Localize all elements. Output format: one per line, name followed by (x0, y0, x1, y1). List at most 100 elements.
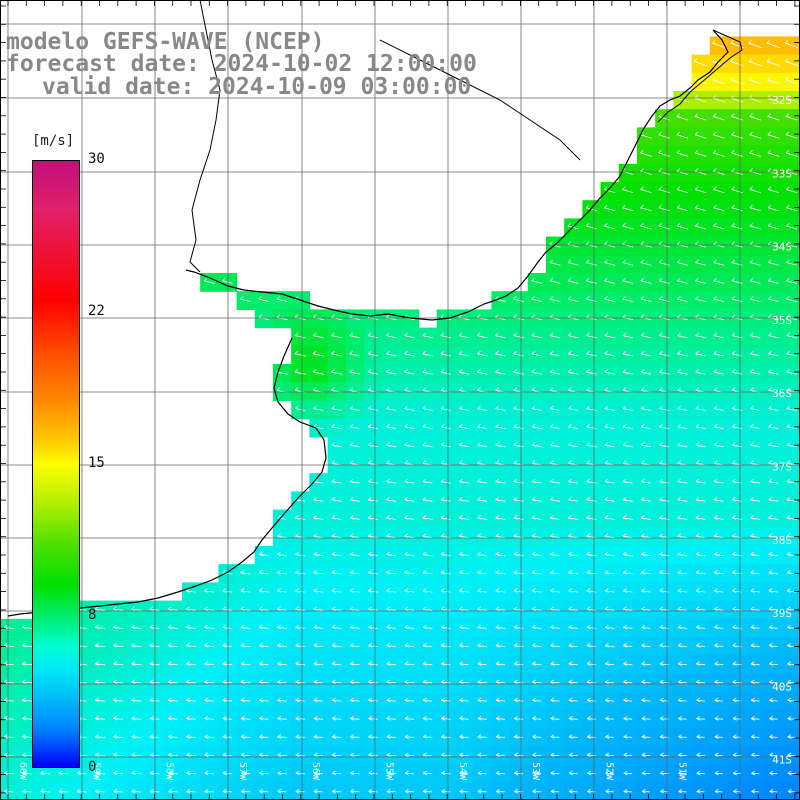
wind-arrow (730, 76, 744, 85)
field-cell (18, 782, 37, 800)
field-cell (782, 109, 800, 128)
wind-arrow (767, 131, 780, 139)
wind-arrow (713, 204, 725, 212)
wind-arrow (766, 40, 781, 49)
lon-label-55w: 55W (384, 762, 395, 781)
field-cell (782, 127, 800, 147)
field-cell (764, 782, 784, 800)
lon-label-56w: 56W (310, 762, 321, 781)
field-cell (564, 782, 583, 800)
wind-arrow (748, 58, 762, 67)
field-cell (345, 782, 365, 800)
wind-arrow (748, 40, 762, 49)
lat-label-40s: 40S (772, 680, 792, 693)
lat-label-39s: 39S (772, 607, 792, 620)
field-cell (746, 782, 765, 800)
lon-label-51w: 51W (677, 762, 688, 781)
wind-arrow (640, 186, 652, 194)
wind-arrow (767, 76, 780, 85)
wind-vectors (3, 40, 799, 794)
wind-arrow (784, 40, 799, 49)
wind-arrow (676, 131, 689, 139)
wind-arrow (749, 113, 762, 121)
field-cell (782, 72, 800, 92)
wind-arrow (749, 204, 761, 212)
wind-arrow (785, 113, 798, 121)
field-cell (200, 782, 219, 800)
field-cell (782, 91, 800, 110)
wind-arrow (731, 113, 743, 121)
colorbar (32, 160, 80, 768)
wind-arrow (767, 186, 780, 194)
field-cell (364, 782, 383, 800)
field-cell (782, 54, 800, 74)
field-cell (527, 782, 547, 800)
lat-label-36s: 36S (772, 387, 792, 400)
field-cell (0, 782, 19, 800)
wind-arrow (658, 131, 671, 139)
wind-arrow (676, 186, 689, 194)
wind-arrow (640, 149, 652, 157)
wind-speed-field (0, 36, 800, 800)
lon-label-54w: 54W (457, 762, 468, 781)
wind-arrow (713, 131, 725, 139)
lat-label-38s: 38S (772, 534, 792, 547)
wind-arrow (730, 58, 744, 67)
lat-label-37s: 37S (772, 461, 792, 474)
field-cell (127, 782, 147, 800)
lon-label-53w: 53W (530, 762, 541, 781)
wind-arrow (676, 204, 689, 212)
wind-arrow (640, 204, 652, 212)
wind-arrow (640, 223, 652, 230)
wind-arrow (712, 40, 726, 49)
lat-label-34s: 34S (772, 241, 792, 254)
wind-arrow (731, 149, 743, 157)
field-cell (600, 782, 620, 800)
wind-arrow (749, 149, 762, 157)
wind-arrow (766, 58, 780, 67)
field-cell (509, 782, 529, 800)
colorbar-unit: [m/s] (32, 133, 75, 149)
field-cell (291, 782, 310, 800)
colorbar-tick-22: 22 (88, 303, 105, 319)
forecast-date: forecast date: 2024-10-02 12:00:00 (6, 51, 477, 77)
wind-arrow (622, 223, 634, 230)
wind-arrow (676, 113, 689, 121)
field-cell (91, 782, 110, 800)
wind-arrow (694, 186, 707, 194)
field-cell (418, 782, 438, 800)
wind-arrow (767, 204, 780, 212)
field-cell (782, 36, 800, 56)
wind-arrow (713, 186, 725, 194)
field-cell (182, 782, 201, 800)
wind-arrow (713, 149, 725, 157)
wind-arrow (694, 58, 708, 67)
lon-label-58w: 58W (164, 762, 175, 781)
wind-arrow (585, 204, 598, 212)
wind-arrow (604, 223, 616, 230)
wind-arrow (658, 186, 670, 194)
wind-arrow (694, 113, 707, 121)
wind-arrow (785, 58, 799, 67)
wind-arrow (731, 186, 743, 194)
field-cell (582, 782, 602, 800)
valid-date: valid date: 2024-10-09 03:00:00 (42, 74, 472, 100)
colorbar-tick-30: 30 (88, 151, 105, 167)
wind-arrow (785, 186, 798, 194)
field-cell (236, 782, 256, 800)
wind-arrow (694, 149, 707, 157)
field-cell (473, 782, 492, 800)
colorbar-tick-8: 8 (88, 607, 97, 623)
wind-arrow (676, 149, 689, 157)
wind-arrow (622, 204, 634, 212)
wind-arrow (786, 204, 798, 212)
field-cell (637, 782, 656, 800)
wind-arrow (712, 58, 726, 67)
field-cell (163, 782, 183, 800)
field-cell (546, 782, 565, 800)
field-cell (728, 782, 747, 800)
wind-arrow (712, 76, 726, 85)
field-cell (54, 782, 74, 800)
field-cell (436, 782, 456, 800)
